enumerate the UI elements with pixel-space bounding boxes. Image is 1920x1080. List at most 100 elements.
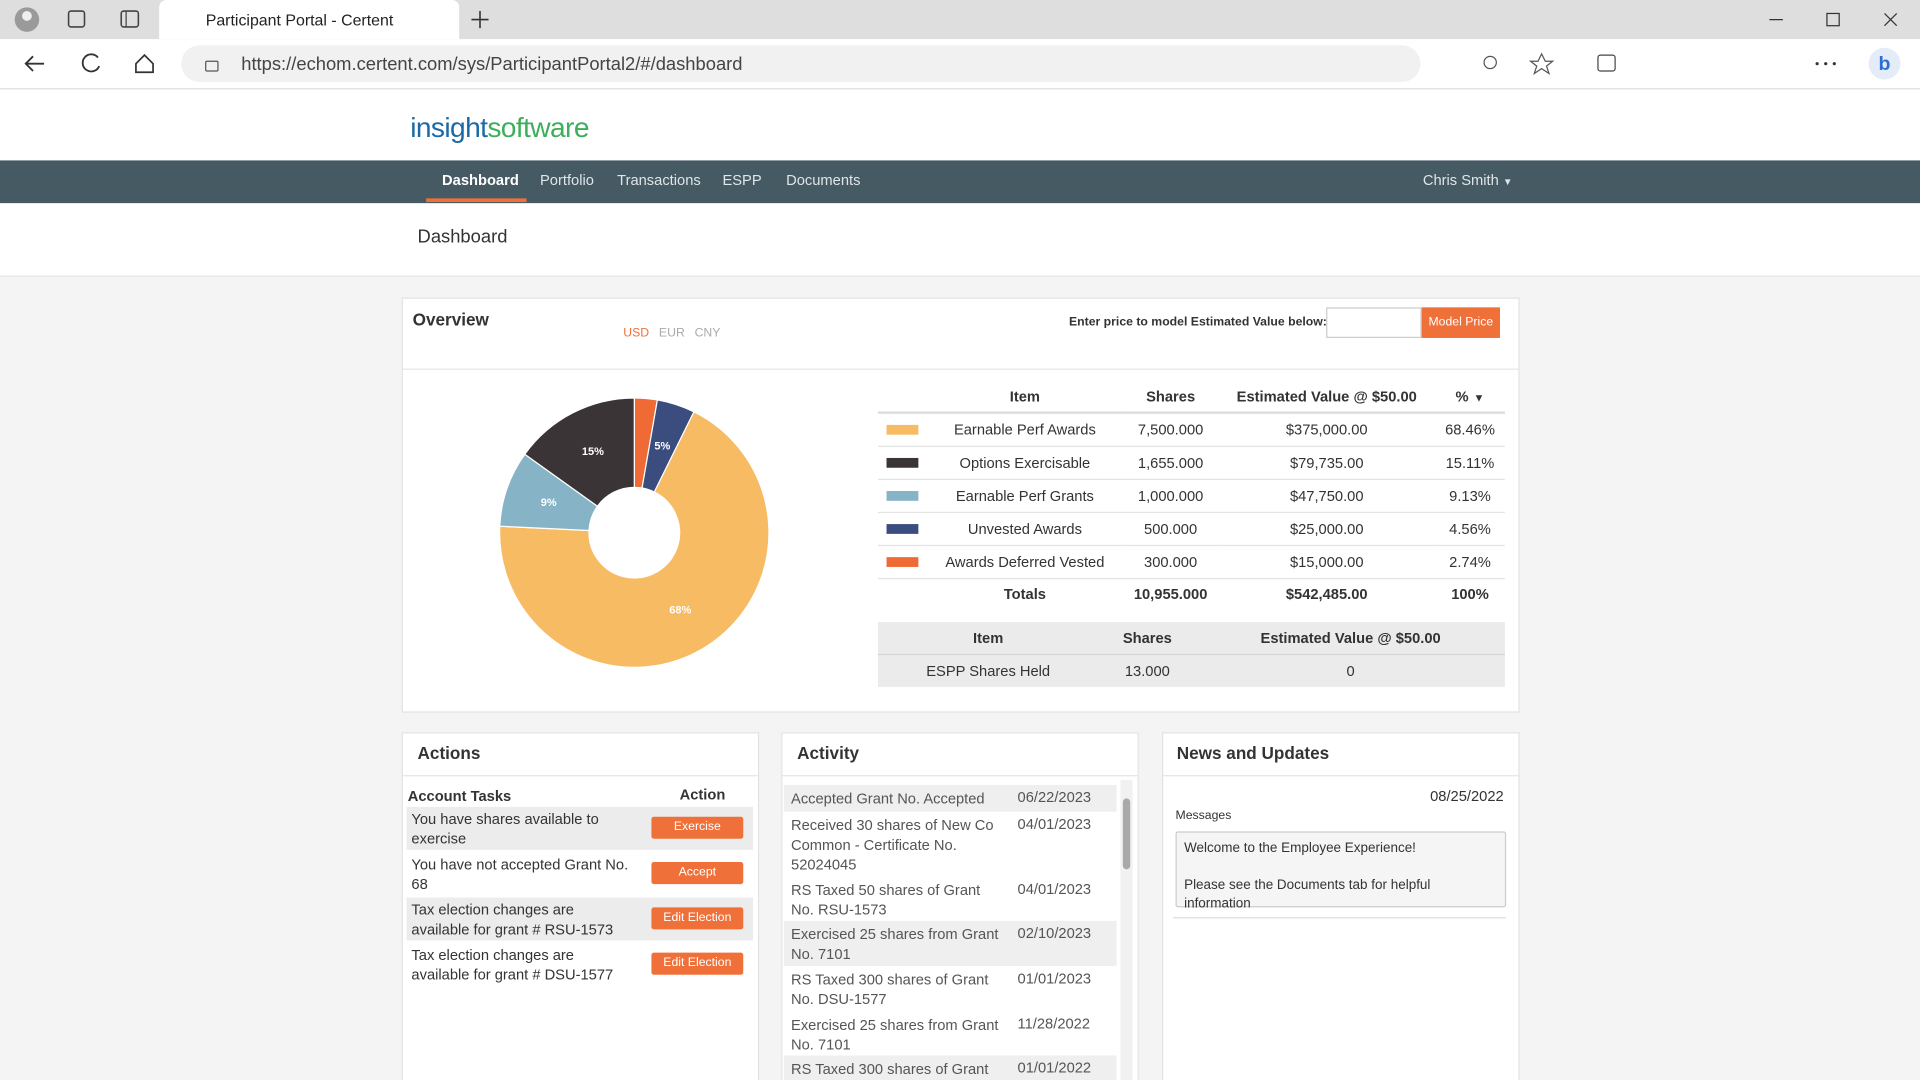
holdings-table: Item Shares Estimated Value @ $50.00 % ▼ Earn…: [877, 382, 1505, 610]
user-menu[interactable]: Chris Smith ▼: [1423, 171, 1513, 188]
nav-active-underline: [426, 198, 527, 203]
divider: [781, 775, 1138, 777]
table-row: Awards Deferred Vested 300.000 $15,000.00 2…: [877, 545, 1505, 578]
svg-text:b: b: [1879, 53, 1891, 75]
action-button[interactable]: Edit Election: [651, 952, 744, 975]
swatch-cell: [878, 512, 927, 545]
news-title: News and Updates: [1176, 743, 1330, 763]
pie-chart: 5% 68% 9% 15%: [499, 397, 770, 668]
activity-date: 02/10/2023: [1017, 924, 1092, 942]
activity-date: 11/28/2022: [1017, 1015, 1091, 1033]
legend-swatch: [886, 556, 919, 567]
user-name: Chris Smith: [1422, 171, 1499, 189]
nav-item[interactable]: ESPP: [722, 171, 762, 189]
divider: [1162, 775, 1519, 777]
swatch-cell: [878, 446, 927, 479]
table-cell: Options Exercisable: [959, 453, 1091, 471]
caret: ▼: [1502, 176, 1513, 188]
header-cell: Item: [973, 629, 1004, 647]
table-header: Item Shares Estimated Value @ $50.00 % ▼: [877, 382, 1505, 413]
action-row: Tax election changes are available for g…: [406, 897, 754, 941]
divider: [401, 775, 758, 777]
actions-title: Actions: [417, 743, 481, 763]
table-cell: Awards Deferred Vested: [945, 552, 1105, 571]
table-cell: 10,955.000: [1133, 585, 1208, 603]
table-cell: 2.74%: [1449, 552, 1491, 571]
header-cell: % ▼: [1455, 388, 1485, 406]
action-button[interactable]: Exercise: [651, 816, 744, 839]
nav-item[interactable]: Transactions: [617, 171, 701, 189]
address-url[interactable]: https://echom.certent.com/sys/Participan…: [241, 53, 743, 75]
actions-header: Account Tasks Action: [407, 785, 754, 807]
action-row: You have shares available to exercise Exe…: [406, 806, 754, 850]
swatch-cell: [878, 413, 927, 446]
logo[interactable]: insightsoftware: [410, 111, 589, 144]
activity-text: RS Taxed 50 shares of Grant No. RSU-1573: [791, 881, 981, 919]
action-row: Tax election changes are available for g…: [406, 942, 754, 986]
table-cell: 1,655.000: [1137, 453, 1204, 471]
model-prompt: Enter price to model Estimated Value bel…: [1068, 315, 1327, 330]
table-cell: 9.13%: [1449, 486, 1491, 504]
header-cell: Estimated Value @ $50.00: [1260, 629, 1441, 647]
task-text: You have shares available to exercise: [411, 810, 599, 848]
legend-swatch: [886, 424, 919, 435]
table-row: Options Exercisable 1,655.000 $79,735.00 15…: [877, 446, 1505, 479]
active-tab[interactable]: [159, 0, 460, 40]
activity-row: Received 30 shares of New Co Common - Ce…: [783, 811, 1117, 877]
task-text: Tax election changes are available for g…: [411, 946, 614, 984]
table-cell: 0: [1346, 662, 1355, 680]
header-cell: Account Tasks: [407, 787, 512, 805]
browser-icons: b: [0, 7, 1920, 89]
nav-bar: Dashboard Portfolio Transactions ESPP Docume…: [0, 160, 1920, 204]
table-cell: 4.56%: [1449, 519, 1491, 537]
slice-label: 15%: [582, 446, 604, 458]
currency-switch: USD EUR CNY: [623, 327, 720, 340]
currency-option[interactable]: USD: [623, 326, 650, 341]
table-cell: 68.46%: [1445, 420, 1495, 439]
divider: [401, 368, 1519, 370]
currency-option[interactable]: EUR: [658, 326, 685, 341]
table-cell: 300.000: [1144, 552, 1198, 571]
table-cell: 500.000: [1144, 519, 1198, 537]
totals-row: Totals 10,955.000 $542,485.00 100%: [878, 578, 1505, 610]
header-cell: Action: [679, 786, 726, 804]
logo-part: software: [487, 111, 589, 144]
sort-icon: ▼: [1473, 391, 1485, 405]
action-button[interactable]: Accept: [651, 862, 744, 885]
pie-slice[interactable]: [499, 411, 770, 668]
table-cell: Unvested Awards: [967, 519, 1082, 537]
nav-item[interactable]: Dashboard: [442, 171, 519, 189]
espp-table: Item Shares Estimated Value @ $50.00 ESPP S…: [877, 622, 1505, 687]
table-cell: ESPP Shares Held: [926, 662, 1051, 680]
task-text: Tax election changes are available for g…: [411, 901, 614, 938]
model-price-button[interactable]: Model Price: [1421, 307, 1501, 338]
activity-text: RS Taxed 300 shares of Grant No. DSU-157…: [791, 971, 989, 1008]
table-cell: 1,000.000: [1137, 486, 1204, 504]
pie-slice[interactable]: [523, 397, 635, 508]
swatch-cell: [878, 578, 927, 610]
action-row: You have not accepted Grant No. 68 Accept: [406, 852, 754, 896]
divider: [1173, 917, 1507, 919]
nav-item[interactable]: Documents: [786, 171, 861, 189]
scrollbar[interactable]: [1120, 780, 1133, 1080]
activity-text: Exercised 25 shares from Grant No. 7101: [791, 925, 999, 963]
action-button[interactable]: Edit Election: [651, 907, 744, 930]
message-line: Welcome to the Employee Experience!: [1184, 841, 1416, 856]
currency-option[interactable]: CNY: [694, 326, 721, 341]
nav-item[interactable]: Portfolio: [540, 171, 594, 189]
scroll-thumb[interactable]: [1122, 798, 1131, 870]
header-cell: Item: [1009, 388, 1041, 406]
activity-date: 04/01/2023: [1017, 815, 1092, 833]
header-cell: Shares: [1122, 629, 1172, 647]
price-input[interactable]: [1326, 307, 1422, 338]
table-row: Earnable Perf Awards 7,500.000 $375,000.00…: [877, 413, 1505, 446]
activity-title: Activity: [797, 743, 860, 763]
activity-row: RS Taxed 300 shares of Grant 01/01/2022: [783, 1055, 1117, 1080]
table-cell: Earnable Perf Awards: [953, 420, 1096, 439]
page-title: Dashboard: [417, 226, 508, 248]
table-header: Item Shares Estimated Value @ $50.00: [877, 622, 1505, 654]
header-cell: [878, 382, 927, 413]
table-cell: 7,500.000: [1137, 420, 1204, 439]
swatch-cell: [878, 545, 927, 578]
